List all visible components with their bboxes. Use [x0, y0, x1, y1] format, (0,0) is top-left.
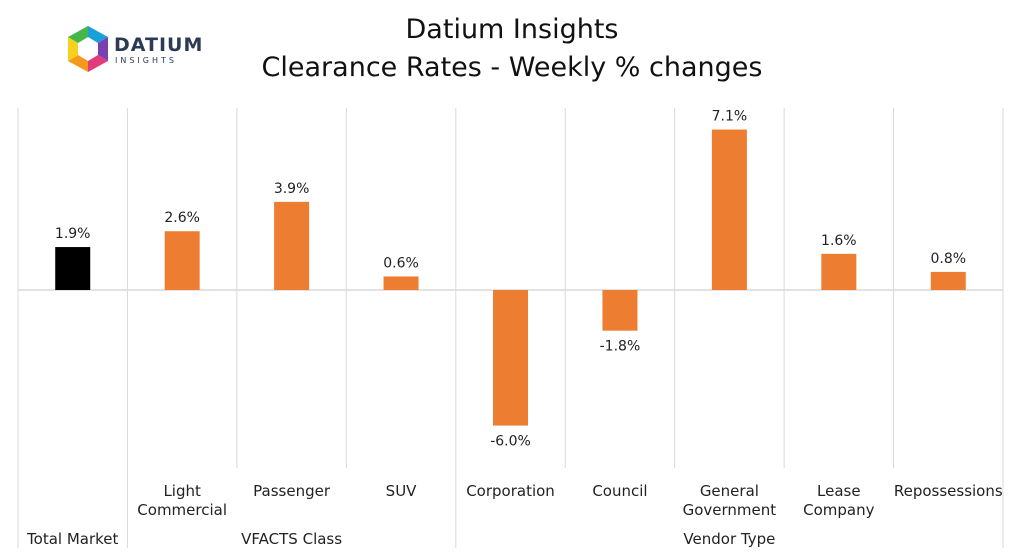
- category-label: Lease: [817, 482, 861, 500]
- logo-name: DATIUM: [114, 34, 203, 56]
- category-label: Company: [803, 501, 874, 519]
- bar: [164, 231, 200, 290]
- data-label: -1.8%: [600, 339, 641, 355]
- category-label: Corporation: [466, 482, 555, 500]
- datium-logo: DATIUM INSIGHTS: [68, 26, 203, 72]
- bar: [602, 290, 638, 331]
- chart-title-line2: Clearance Rates - Weekly % changes: [261, 52, 763, 83]
- data-label: 0.8%: [930, 251, 966, 267]
- category-label: General: [700, 482, 759, 500]
- total-market-label: Total Market: [26, 530, 118, 548]
- category-label: Government: [683, 501, 777, 519]
- data-label: 3.9%: [274, 181, 310, 197]
- bar: [493, 290, 528, 426]
- category-label: Passenger: [253, 482, 331, 500]
- data-label: 1.6%: [821, 233, 857, 249]
- logo-sub: INSIGHTS: [115, 56, 177, 65]
- data-label: 1.9%: [55, 226, 91, 242]
- category-label: Light: [163, 482, 201, 500]
- data-label: 2.6%: [164, 210, 200, 226]
- data-label: 7.1%: [712, 109, 748, 125]
- bar: [274, 201, 310, 290]
- data-label: 0.6%: [383, 255, 419, 271]
- category-label: Repossessions: [894, 482, 1003, 500]
- bar: [930, 271, 966, 290]
- group-label: VFACTS Class: [241, 530, 342, 548]
- category-label: Commercial: [137, 501, 227, 519]
- bar: [821, 253, 857, 290]
- logo-mark-icon: [68, 26, 108, 72]
- category-label: SUV: [386, 482, 418, 500]
- data-label: -6.0%: [490, 434, 531, 450]
- bar: [55, 247, 91, 290]
- bar: [383, 276, 419, 290]
- chart-title-line1: Datium Insights: [405, 14, 619, 45]
- category-label: Council: [592, 482, 647, 500]
- group-label: Vendor Type: [683, 530, 775, 548]
- bar: [711, 129, 747, 290]
